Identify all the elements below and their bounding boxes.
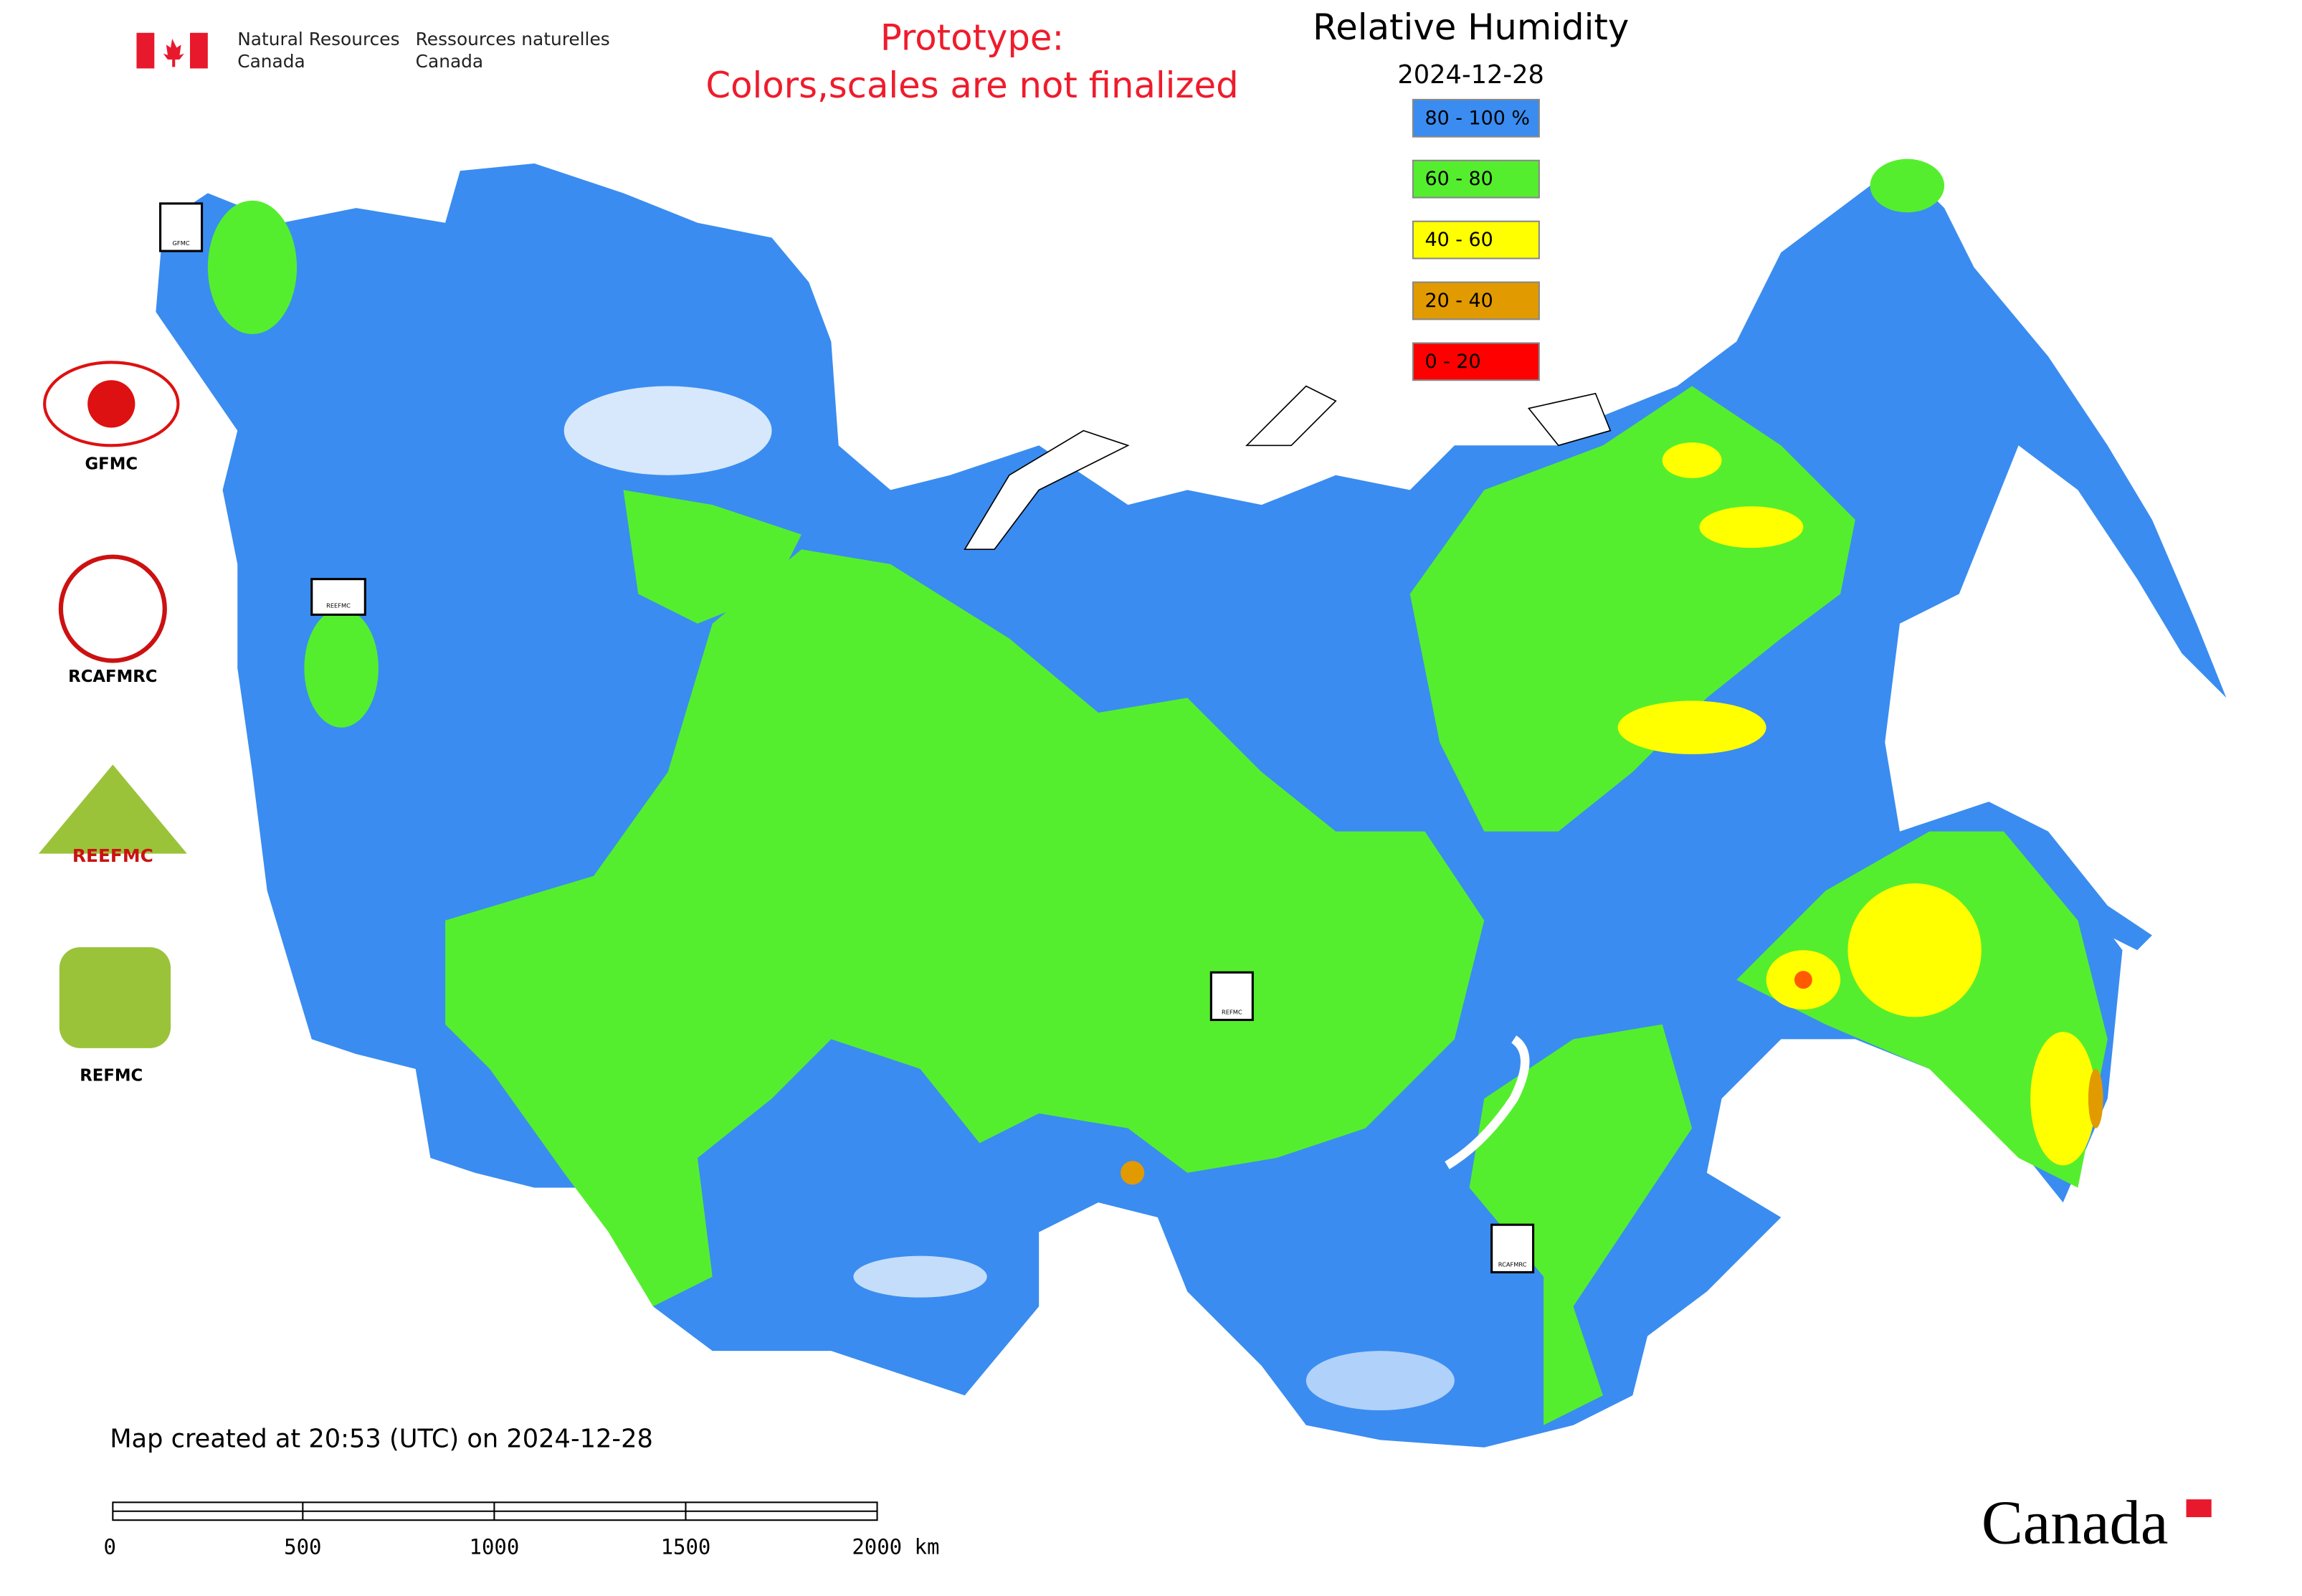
- land-low-rh: [1617, 700, 1766, 754]
- canada-wordmark: Canada: [1982, 1488, 2169, 1557]
- scale-label: 1500: [661, 1535, 711, 1559]
- legend: 80 - 100 % 60 - 80 40 - 60 20 - 40 0 - 20: [1412, 98, 1540, 381]
- logos: GFMC RCAFMRC REEFMC REFMC: [38, 361, 187, 1086]
- logo-refmc: [59, 947, 171, 1048]
- marker-label: REEFMC: [326, 602, 351, 609]
- legend-swatch: [1412, 342, 1540, 381]
- map-footer: Map created at 20:53 (UTC) on 2024-12-28: [110, 1424, 653, 1453]
- flag-bar: [189, 32, 208, 69]
- legend-swatch: [1412, 220, 1540, 260]
- scale-label: 0: [103, 1535, 115, 1559]
- island: [964, 429, 1130, 551]
- land-high-rh: [1989, 802, 2152, 951]
- legend-label: 80 - 100 %: [1425, 107, 1530, 129]
- agency-fr: Ressources naturelles: [416, 29, 610, 49]
- agency-en: Canada: [237, 51, 305, 72]
- marker-box: [1490, 1223, 1535, 1274]
- land-very-low-rh: [1794, 971, 1812, 989]
- logo-rcafmrc: [58, 554, 167, 663]
- logo-reefmc: [38, 764, 187, 854]
- land-low-rh: [1847, 883, 1982, 1017]
- legend-swatch: [1412, 98, 1540, 138]
- marker-box: [310, 578, 366, 616]
- lake: [853, 1255, 987, 1298]
- marker-label: GFMC: [173, 239, 190, 247]
- land-very-low-rh: [1121, 1161, 1145, 1185]
- land-mid-rh: [623, 490, 802, 624]
- land-low-rh: [2030, 1032, 2096, 1166]
- land-low-rh: [1662, 442, 1722, 478]
- notice: Colors,scales are not finalized: [705, 65, 1238, 106]
- notice: Prototype:: [880, 17, 1064, 59]
- land-mid-rh: [1409, 386, 1855, 832]
- map-date: 2024-12-28: [1397, 60, 1544, 90]
- logo-label: RCAFMRC: [68, 668, 157, 686]
- land-mid-rh: [207, 200, 298, 335]
- maple-leaf: [163, 39, 184, 67]
- scale-label: 500: [284, 1535, 321, 1559]
- flag-bar: [136, 32, 155, 69]
- marker-label: RCAFMRC: [1498, 1261, 1527, 1268]
- agency-fr: Canada: [416, 51, 483, 72]
- land-mid-rh: [445, 549, 1485, 1307]
- desert-no-data: [1305, 1351, 1455, 1410]
- island: [1245, 385, 1337, 447]
- legend-label: 40 - 60: [1425, 229, 1493, 251]
- legend-label: 0 - 20: [1425, 351, 1480, 373]
- agency-en: Natural Resources: [237, 29, 399, 49]
- map-title: Relative Humidity: [1313, 6, 1629, 48]
- wordmark-flag: [2186, 1499, 2212, 1518]
- logo-label: GFMC: [85, 455, 138, 474]
- marker-box: [1209, 971, 1254, 1022]
- land-mid-rh: [1469, 1024, 1693, 1425]
- scale-label: 1000: [470, 1535, 520, 1559]
- logo-gfmc: [87, 380, 135, 428]
- legend-label: 20 - 40: [1425, 290, 1493, 312]
- legend-swatch: [1412, 281, 1540, 320]
- map: GFMC REEFMC REFMC RCAFMRC: [156, 158, 2227, 1448]
- island: [1527, 392, 1612, 447]
- scale-label: 2000 km: [852, 1535, 939, 1559]
- legend-swatch: [1412, 159, 1540, 199]
- land-mid-rh: [1870, 158, 1945, 213]
- land-low-rh: [1699, 506, 1804, 548]
- land-very-low-rh: [2088, 1068, 2103, 1129]
- logo-label: REFMC: [80, 1067, 143, 1086]
- nrcan-signature: Natural Resources Canada Ressources natu…: [136, 29, 610, 72]
- map-markers: GFMC REEFMC REFMC RCAFMRC: [159, 202, 1535, 1274]
- white-sea: [563, 386, 772, 475]
- marker-label: REFMC: [1222, 1009, 1242, 1016]
- marker-box: [159, 202, 204, 252]
- scale-bar: 0 500 1000 1500 2000 km: [103, 1501, 939, 1559]
- land-mid-rh: [304, 609, 379, 728]
- lake-baikal: [1445, 1035, 1530, 1169]
- legend-label: 60 - 80: [1425, 168, 1493, 190]
- logo-label: REEFMC: [72, 845, 153, 866]
- logo-gfmc: [43, 361, 180, 447]
